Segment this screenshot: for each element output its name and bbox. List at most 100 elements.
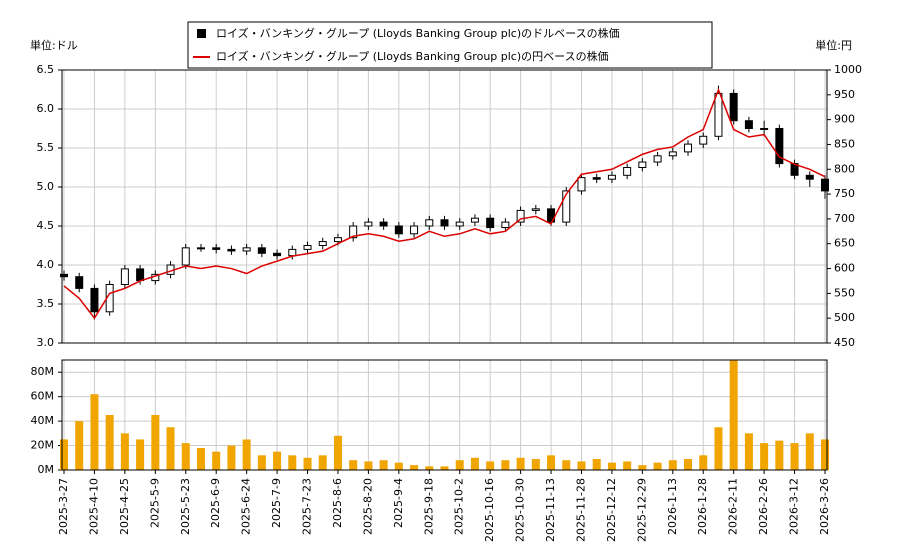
y2-tick-label: 600 [834,262,855,275]
y-tick-label: 4.0 [37,258,55,271]
y2-tick-label: 900 [834,113,855,126]
y2-tick-label: 950 [834,88,855,101]
x-tick-label: 2025-12-12 [605,478,618,542]
volume-bar [410,465,419,470]
x-tick-label: 2025-7-9 [270,478,283,528]
volume-bar [684,459,693,470]
candle-body [470,217,479,223]
volume-bar [364,461,373,470]
volume-bar [349,460,358,470]
candle-body [349,225,358,239]
x-tick-label: 2025-10-2 [453,478,466,535]
candle-body [75,276,84,289]
candle-body [273,252,282,257]
volume-bar [166,427,175,470]
volume-bar [805,433,814,470]
y-tick-label: 5.5 [37,141,55,154]
volume-bar [516,457,525,470]
candle-body [486,217,495,229]
x-tick-label: 2025-10-30 [514,478,527,542]
volume-bar [623,461,632,470]
y-tick-label: 20M [31,439,55,452]
volume-bar [394,462,403,470]
volume-bar [775,440,784,470]
volume-bar [592,459,601,470]
x-tick-label: 2025-6-9 [209,478,222,528]
x-tick-label: 2025-7-23 [301,478,314,535]
y2-tick-label: 700 [834,212,855,225]
volume-bar [318,455,327,470]
candle-body [501,221,510,229]
x-tick-label: 2025-11-13 [544,478,557,542]
x-tick-label: 2025-11-28 [574,478,587,542]
volume-bar [181,443,190,470]
volume-bar [668,460,677,470]
y2-tick-label: 500 [834,311,855,324]
candle-body [242,247,251,252]
volume-bar [273,451,282,470]
volume-bar [333,435,342,470]
candle-body [90,287,99,313]
candle-body [531,208,540,211]
y-tick-label: 4.5 [37,219,55,232]
y-tick-label: 80M [31,365,55,378]
candle-body [653,155,662,163]
candle-body [181,247,190,266]
x-tick-label: 2025-12-29 [635,478,648,542]
candle-body [318,241,327,247]
candle-body [607,174,616,180]
y-tick-label: 3.0 [37,336,55,349]
plot-frame [61,359,828,471]
x-tick-label: 2026-2-26 [757,478,770,535]
candle-body [440,219,449,227]
candle-body [805,174,814,180]
y-tick-label: 0M [38,463,55,476]
x-tick-label: 2026-1-13 [666,478,679,535]
volume-bar [607,462,616,470]
candle-body [744,120,753,129]
y-tick-label: 6.0 [37,102,55,115]
volume-bar [760,443,769,470]
y-tick-label: 5.0 [37,180,55,193]
candle-body [60,273,68,278]
candle-body [729,92,738,122]
x-tick-label: 2025-6-24 [240,478,253,535]
y2-tick-label: 850 [834,137,855,150]
volume-bar [90,394,99,470]
y2-tick-label: 450 [834,336,855,349]
x-tick-label: 2025-8-6 [331,478,344,528]
candle-body [592,177,601,180]
y-unit: 単位:ドル [30,38,78,52]
candle-body [196,247,205,250]
volume-bar [120,433,129,470]
volume-bar [105,415,114,470]
x-tick-label: 2026-3-26 [818,478,831,535]
candle-body [455,221,464,227]
volume-bar [227,445,236,470]
candle-body [303,245,312,250]
volume-bar [196,448,205,470]
y-tick-label: 3.5 [37,297,55,310]
candle-body [699,135,708,145]
candle-body [227,248,236,252]
volume-bar [699,455,708,470]
candle-body [288,248,297,257]
volume-bar [425,466,434,470]
candle-body [394,225,403,235]
candle-body [136,268,145,282]
volume-bar [744,433,753,470]
candle-body [364,221,373,227]
y-tick-label: 6.5 [37,63,55,76]
volume-bar [790,443,799,470]
volume-bar [212,451,221,470]
candle-body [257,247,266,254]
candle-body [410,225,419,235]
price-line [63,87,826,320]
x-tick-label: 2026-2-11 [727,478,740,535]
volume-bar [714,427,723,470]
volume-bar [440,466,449,470]
x-tick-label: 2025-3-27 [57,478,70,535]
volume-bar [136,439,145,470]
x-tick-label: 2026-1-28 [696,478,709,535]
candle-body [212,247,221,250]
